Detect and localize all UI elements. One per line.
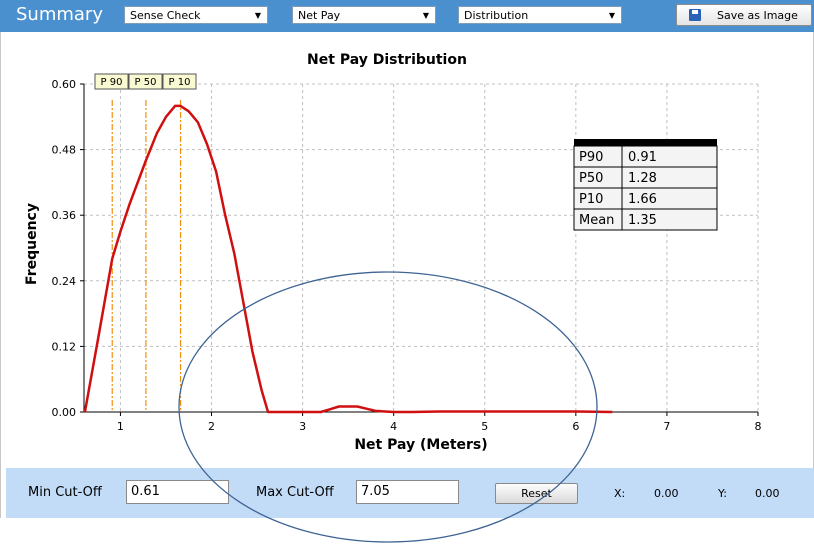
page-title: Summary: [16, 4, 103, 25]
curve-layer: [83, 104, 613, 414]
x-coord-value: 0.00: [654, 487, 679, 500]
percentile-labels: P 90 P 50 P 10: [94, 73, 197, 90]
y-tick-label: 0.24: [52, 275, 77, 288]
stats-label: P10: [579, 192, 603, 207]
header-bar: Summary Sense Check ▼ Net Pay ▼ Distribu…: [0, 0, 814, 32]
grid: [84, 83, 759, 413]
reset-button[interactable]: Reset: [495, 483, 578, 504]
chevron-down-icon: ▼: [608, 11, 615, 20]
save-label: Save as Image: [717, 9, 798, 22]
view-dropdown[interactable]: Distribution ▼: [458, 6, 622, 24]
dropdown-value: Net Pay: [298, 9, 341, 22]
percentile-lines: [111, 100, 182, 412]
y-tick-label: 0.48: [52, 144, 77, 157]
stats-label: Mean: [579, 213, 614, 228]
percentile-label: P 10: [169, 77, 191, 88]
dropdown-value: Sense Check: [130, 9, 201, 22]
y-tick-label: 0.60: [52, 78, 77, 91]
stats-cell: [621, 208, 718, 231]
stats-value: 1.28: [628, 171, 657, 186]
distribution-curve: [83, 104, 613, 414]
y-coord-value: 0.00: [755, 487, 780, 500]
save-icon: [689, 9, 701, 21]
y-tick-label: 0.36: [52, 209, 77, 222]
percentile-label: P 50: [135, 77, 157, 88]
x-tick-label: 5: [481, 420, 488, 433]
x-coord-label: X:: [614, 487, 626, 500]
x-tick-label: 7: [663, 420, 670, 433]
percentile-label-box: [162, 73, 197, 90]
stats-header: [574, 139, 717, 146]
max-cutoff-label: Max Cut-Off: [256, 485, 334, 500]
chart-title: Net Pay Distribution: [307, 52, 467, 68]
chevron-down-icon: ▼: [422, 11, 429, 20]
x-tick-label: 4: [390, 420, 397, 433]
x-tick-label: 1: [117, 420, 124, 433]
max-cutoff-input[interactable]: 7.05: [356, 480, 459, 504]
x-tick-label: 6: [572, 420, 579, 433]
stats-value: 1.66: [628, 192, 657, 207]
chevron-down-icon: ▼: [254, 11, 261, 20]
x-tick-label: 8: [755, 420, 762, 433]
save-as-image-button[interactable]: Save as Image: [676, 4, 812, 26]
y-tick-label: 0.12: [52, 340, 77, 353]
stats-label: P90: [579, 150, 603, 165]
x-tick-label: 2: [208, 420, 215, 433]
min-cutoff-label: Min Cut-Off: [28, 485, 102, 500]
stats-value: 1.35: [628, 213, 657, 228]
percentile-label-box: [94, 73, 129, 90]
y-coord-label: Y:: [718, 487, 727, 500]
parameter-dropdown[interactable]: Net Pay ▼: [292, 6, 436, 24]
sense-check-dropdown[interactable]: Sense Check ▼: [124, 6, 268, 24]
min-cutoff-input[interactable]: 0.61: [126, 480, 229, 504]
percentile-label-box: [128, 73, 163, 90]
y-tick-label: 0.00: [52, 406, 77, 419]
stats-label: P50: [579, 171, 603, 186]
stats-value: 0.91: [628, 150, 657, 165]
x-axis-label: Net Pay (Meters): [354, 437, 487, 453]
stats-table: P90 0.91 P50 1.28 P10 1.66 Mean 1.35: [573, 139, 718, 231]
y-axis-label: Frequency: [24, 203, 40, 285]
percentile-label: P 90: [101, 77, 123, 88]
x-tick-label: 3: [299, 420, 306, 433]
net-pay-distribution-chart: Net Pay Distribution 1 2 3 4 5 6 7 8 0.00 0.12 0.2…: [24, 52, 762, 453]
dropdown-value: Distribution: [464, 9, 529, 22]
